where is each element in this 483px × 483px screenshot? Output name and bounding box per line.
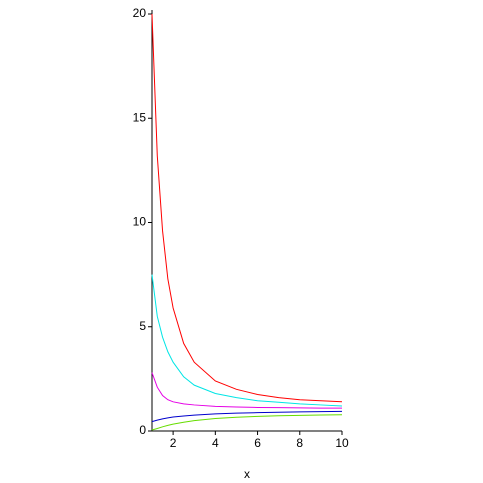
y-tick-label: 5 [139, 319, 146, 333]
x-tick-label: 2 [170, 436, 177, 450]
curve [151, 274, 343, 407]
x-tick-label: 8 [296, 436, 303, 450]
y-tick-label: 15 [133, 110, 147, 124]
y-tick-label: 0 [139, 423, 146, 437]
x-tick-label: 4 [212, 436, 219, 450]
x-tick-label: 10 [335, 436, 349, 450]
curve [151, 13, 343, 403]
x-tick-label: 6 [254, 436, 261, 450]
curve [151, 372, 342, 409]
y-tick-label: 20 [133, 6, 147, 20]
x-axis-label: x [244, 467, 250, 481]
y-tick-label: 10 [133, 215, 147, 229]
curve [151, 414, 343, 431]
curve [151, 410, 343, 423]
